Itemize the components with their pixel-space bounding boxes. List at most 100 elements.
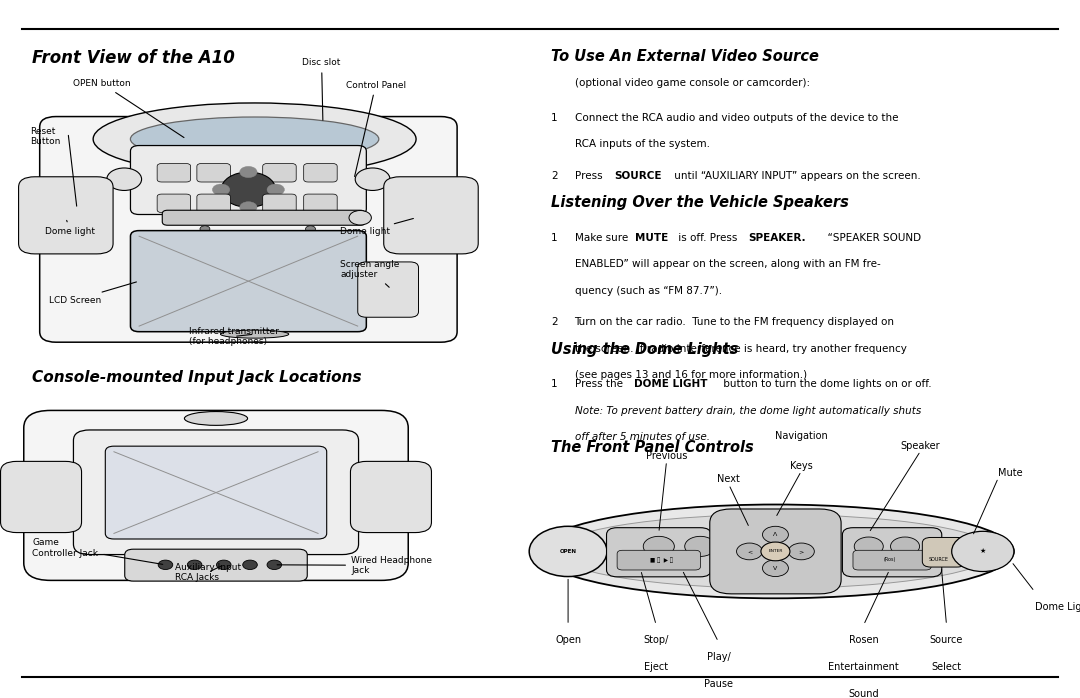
Circle shape [761, 542, 789, 560]
FancyBboxPatch shape [131, 230, 366, 332]
Text: Turn on the car radio.  Tune to the FM frequency displayed on: Turn on the car radio. Tune to the FM fr… [575, 318, 894, 327]
Circle shape [200, 225, 210, 232]
Text: >: > [799, 549, 804, 554]
Ellipse shape [131, 117, 379, 161]
Text: Wired Headphone
Jack: Wired Headphone Jack [278, 556, 432, 575]
FancyBboxPatch shape [710, 509, 841, 594]
Ellipse shape [555, 514, 996, 588]
Circle shape [685, 536, 716, 556]
Text: button to turn the dome lights on or off.: button to turn the dome lights on or off… [720, 379, 932, 389]
Text: off after 5 minutes of use.: off after 5 minutes of use. [575, 432, 710, 443]
Text: Keys: Keys [789, 461, 813, 471]
Ellipse shape [220, 330, 288, 338]
Text: Game
Controller Jack: Game Controller Jack [32, 538, 163, 565]
Circle shape [187, 560, 202, 570]
Circle shape [355, 168, 390, 191]
Text: Press the: Press the [575, 379, 625, 389]
Text: Listening Over the Vehicle Speakers: Listening Over the Vehicle Speakers [551, 195, 849, 210]
Circle shape [240, 166, 257, 177]
Circle shape [349, 211, 372, 225]
Text: 2: 2 [551, 171, 557, 181]
FancyBboxPatch shape [922, 537, 966, 567]
Text: <: < [747, 549, 752, 554]
Text: Previous: Previous [646, 451, 687, 461]
FancyBboxPatch shape [73, 430, 359, 554]
Circle shape [644, 536, 674, 556]
Text: (optional video game console or camcorder):: (optional video game console or camcorde… [575, 78, 810, 88]
Text: OPEN: OPEN [559, 549, 577, 554]
FancyBboxPatch shape [262, 194, 296, 212]
FancyBboxPatch shape [1, 461, 82, 533]
FancyBboxPatch shape [842, 528, 942, 577]
Text: Make sure: Make sure [575, 232, 631, 243]
Text: “SPEAKER SOUND: “SPEAKER SOUND [821, 232, 921, 243]
Text: Infrared transmitter
(for headphones): Infrared transmitter (for headphones) [189, 327, 279, 346]
Text: Dome light: Dome light [45, 221, 95, 236]
Text: Open: Open [555, 635, 581, 645]
Ellipse shape [537, 505, 1014, 598]
Text: Press: Press [575, 171, 606, 181]
Circle shape [221, 172, 275, 207]
FancyBboxPatch shape [125, 549, 307, 581]
Text: Eject: Eject [644, 662, 669, 672]
Text: Λ: Λ [773, 532, 778, 537]
Text: (Ros): (Ros) [883, 557, 895, 563]
Text: Dome light: Dome light [340, 218, 414, 236]
Text: OPEN button: OPEN button [73, 80, 184, 138]
Text: Console-mounted Input Jack Locations: Console-mounted Input Jack Locations [32, 370, 362, 385]
FancyBboxPatch shape [853, 550, 931, 570]
FancyBboxPatch shape [617, 550, 701, 570]
Text: Screen angle
adjuster: Screen angle adjuster [340, 260, 400, 288]
Circle shape [158, 560, 173, 570]
Text: Select: Select [931, 662, 961, 672]
Text: Next: Next [717, 475, 740, 484]
Circle shape [788, 543, 814, 560]
Circle shape [216, 560, 231, 570]
Text: Auxiliary Input
RCA Jacks: Auxiliary Input RCA Jacks [175, 563, 241, 582]
Circle shape [951, 531, 1014, 572]
Ellipse shape [93, 103, 416, 175]
Circle shape [213, 184, 230, 195]
FancyBboxPatch shape [162, 210, 365, 225]
FancyBboxPatch shape [197, 163, 230, 182]
Text: Disc slot: Disc slot [302, 59, 341, 120]
Text: SOURCE: SOURCE [929, 557, 948, 563]
Text: Mute: Mute [998, 468, 1023, 477]
Circle shape [267, 560, 282, 570]
Circle shape [306, 225, 315, 232]
Circle shape [762, 560, 788, 577]
Text: Front View of the A10: Front View of the A10 [32, 49, 235, 67]
Circle shape [529, 526, 607, 577]
Text: quency (such as “FM 87.7”).: quency (such as “FM 87.7”). [575, 285, 721, 296]
Text: Reset
Button: Reset Button [30, 127, 60, 147]
Text: Navigation: Navigation [775, 431, 827, 441]
Text: Rosen: Rosen [849, 635, 878, 645]
Text: 1: 1 [551, 232, 557, 243]
Text: Control Panel: Control Panel [346, 81, 406, 177]
Ellipse shape [185, 412, 247, 425]
FancyBboxPatch shape [351, 461, 432, 533]
Circle shape [737, 543, 762, 560]
Text: Entertainment: Entertainment [828, 662, 899, 672]
Circle shape [891, 537, 919, 556]
FancyBboxPatch shape [18, 177, 113, 254]
Text: the screen. If radio interference is heard, try another frequency: the screen. If radio interference is hea… [575, 344, 906, 354]
FancyBboxPatch shape [357, 262, 419, 317]
Text: ENABLED” will appear on the screen, along with an FM fre-: ENABLED” will appear on the screen, alon… [575, 259, 880, 269]
Circle shape [243, 560, 257, 570]
FancyBboxPatch shape [131, 145, 366, 214]
FancyBboxPatch shape [197, 194, 230, 212]
Circle shape [240, 202, 257, 213]
Text: until “AUXILIARY INPUT” appears on the screen.: until “AUXILIARY INPUT” appears on the s… [671, 171, 920, 181]
Text: Sound: Sound [848, 689, 879, 698]
Text: LCD Screen: LCD Screen [49, 282, 136, 304]
FancyBboxPatch shape [383, 177, 478, 254]
FancyBboxPatch shape [607, 528, 711, 577]
Text: ★: ★ [980, 549, 986, 554]
Text: Speaker: Speaker [901, 441, 941, 451]
Text: ENTER: ENTER [768, 549, 783, 554]
Text: Pause: Pause [704, 678, 733, 689]
Circle shape [267, 184, 284, 195]
FancyBboxPatch shape [303, 163, 337, 182]
FancyBboxPatch shape [158, 163, 190, 182]
